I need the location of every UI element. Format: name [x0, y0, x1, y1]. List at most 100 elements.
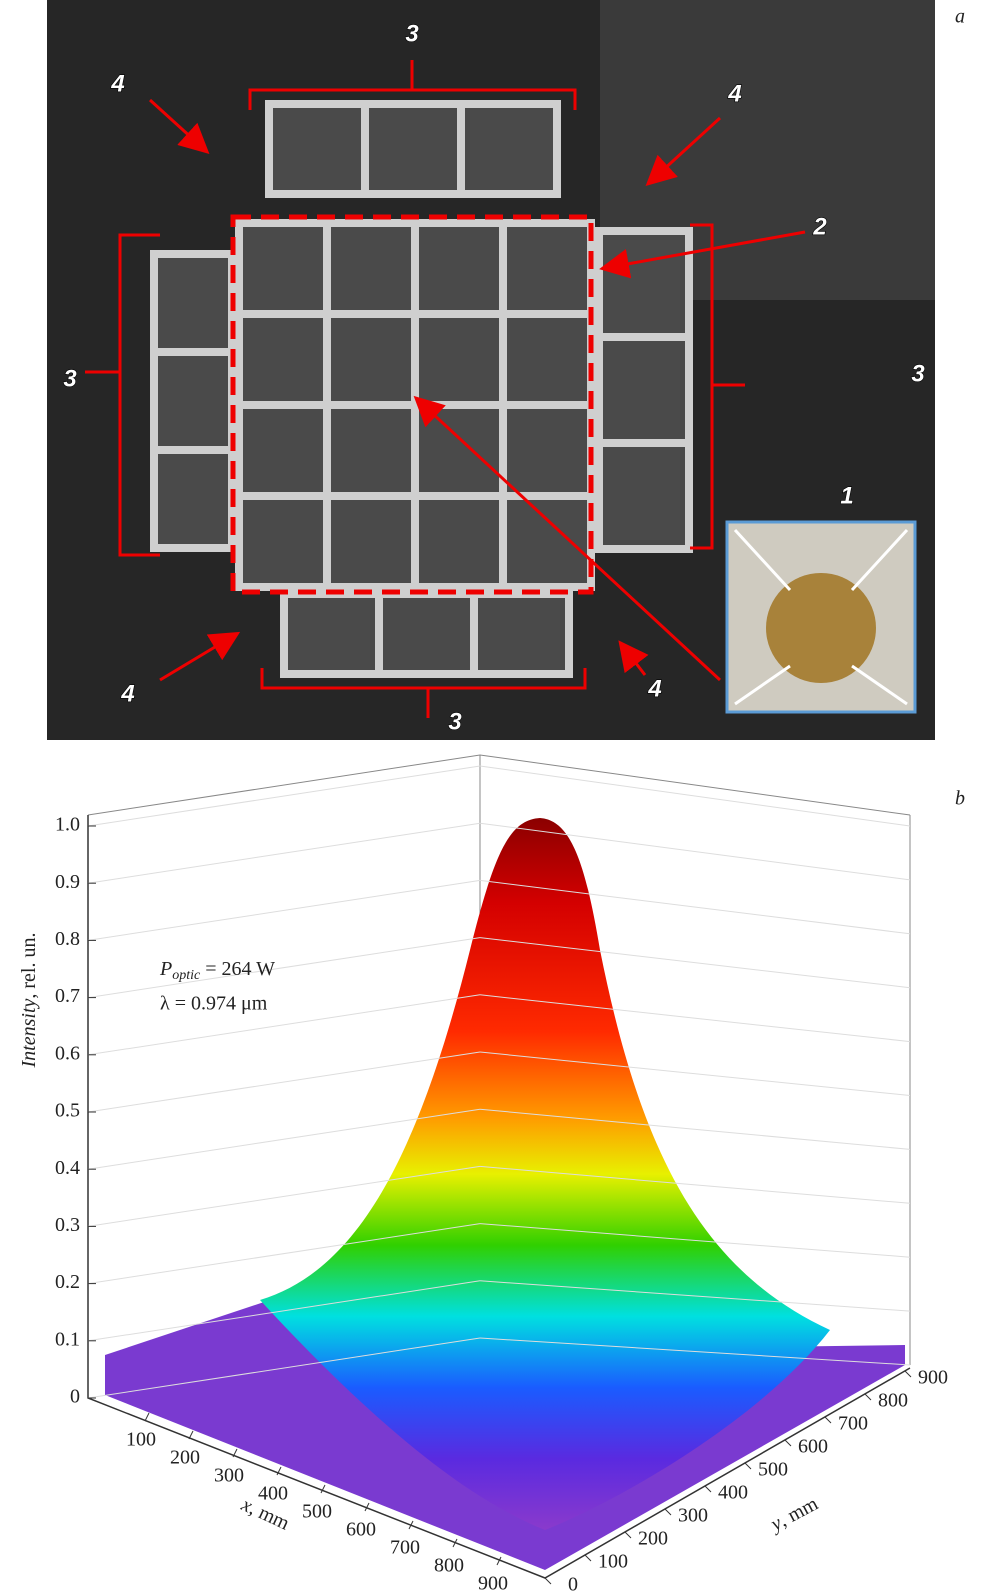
solar-cell	[331, 227, 411, 310]
tick-mark	[825, 1417, 831, 1423]
solar-cell	[419, 227, 499, 310]
power-value: = 264 W	[200, 958, 275, 980]
y-axis-title: y, mm	[765, 1492, 822, 1536]
x-tick-label: 200	[170, 1447, 200, 1469]
z-title-unit: , rel. un.	[18, 933, 40, 999]
panel-letter: a	[955, 6, 965, 28]
tick-mark	[145, 1413, 149, 1421]
solar-cell	[158, 454, 228, 544]
solar-cell	[243, 318, 323, 401]
y-tick-label: 400	[718, 1482, 748, 1504]
callout: 3	[405, 20, 419, 47]
tick-mark	[545, 1578, 551, 1584]
solar-cell	[243, 500, 323, 583]
solar-cell	[158, 258, 228, 348]
z-tick-label: 0.5	[55, 1100, 80, 1122]
z-tick-label: 0.1	[55, 1328, 80, 1350]
grid-line	[88, 1052, 480, 1112]
x-tick-label: 700	[390, 1537, 420, 1559]
callout: 3	[63, 365, 77, 392]
tick-mark	[785, 1440, 791, 1446]
solar-cell	[507, 227, 587, 310]
solar-cell	[507, 318, 587, 401]
solar-cell	[369, 108, 457, 190]
callout: 2	[812, 213, 827, 240]
solar-cell	[243, 227, 323, 310]
annotation-wavelength: λ = 0.974 μm	[160, 993, 268, 1015]
grid-line	[88, 995, 480, 1055]
solar-cell	[331, 409, 411, 492]
power-subscript: optic	[172, 968, 201, 983]
tick-mark	[665, 1509, 671, 1515]
callout: 4	[647, 675, 661, 702]
y-tick-label: 800	[878, 1390, 908, 1412]
x-tick-label: 500	[302, 1501, 332, 1523]
solar-cell	[273, 108, 361, 190]
annotation-power: Poptic = 264 W	[159, 958, 275, 984]
z-axis-title: Intensity, rel. un.	[18, 933, 40, 1069]
power-symbol: P	[159, 958, 172, 980]
x-tick-label: 800	[434, 1555, 464, 1577]
y-tick-label: 100	[598, 1551, 628, 1573]
callout: 4	[727, 80, 741, 107]
z-tick-label: 0.9	[55, 871, 80, 893]
solar-cell	[478, 598, 565, 670]
panel-letter: b	[955, 788, 965, 810]
solar-cell	[331, 500, 411, 583]
z-tick-label: 0.6	[55, 1042, 80, 1064]
panel-b-plot: 1.0 b 0 0.1 0.2 0.3 0.4 0.5 0.6 0.7 0.8 0.9 Intensi…	[18, 755, 965, 1594]
solar-cell	[419, 409, 499, 492]
z-title-name: Intensity	[18, 998, 40, 1068]
z-tick-label: 0	[70, 1386, 80, 1408]
y-tick-label: 0	[568, 1574, 578, 1594]
solar-cell	[507, 500, 587, 583]
z-tick-label: 0.7	[55, 985, 80, 1007]
tick-mark	[705, 1486, 711, 1492]
y-tick-label: 900	[918, 1367, 948, 1389]
solar-cell	[603, 235, 685, 333]
solar-cell	[507, 409, 587, 492]
solar-cell	[603, 341, 685, 439]
grid-line	[88, 766, 480, 826]
y-tick-label: 200	[638, 1528, 668, 1550]
solar-cell	[419, 500, 499, 583]
solar-cell	[465, 108, 553, 190]
y-tick-label: 700	[838, 1413, 868, 1435]
tick-mark	[905, 1371, 911, 1377]
tick-mark	[585, 1555, 591, 1561]
z-tick-label: 0.3	[55, 1214, 80, 1236]
y-tick-label: 300	[678, 1505, 708, 1527]
callout: 4	[120, 680, 134, 707]
grid-line	[480, 766, 910, 826]
tick-mark	[745, 1463, 751, 1469]
z-tick-label: 0.4	[55, 1157, 80, 1179]
solar-cell	[243, 409, 323, 492]
solar-cell	[158, 356, 228, 446]
x-tick-label: 900	[478, 1573, 508, 1594]
solar-cell	[331, 318, 411, 401]
tick-mark	[625, 1532, 631, 1538]
figure: a 3 4 4 2 3 3 1 4 4 3 1.0 b 0 0.1 0.2 0.3 0.4 0.5 0.6 0.7 0…	[0, 0, 983, 1594]
x-tick-label: 300	[214, 1465, 244, 1487]
callout: 3	[911, 360, 925, 387]
y-tick-label: 600	[798, 1436, 828, 1458]
y-tick-label: 500	[758, 1459, 788, 1481]
panel-a-photo	[47, 0, 935, 740]
tick-mark	[865, 1394, 871, 1400]
grid-line	[88, 938, 480, 998]
z-tick-label: 0.8	[55, 928, 80, 950]
solar-cell	[288, 598, 375, 670]
solar-cell	[603, 447, 685, 545]
z-tick-label: 1.0	[55, 814, 80, 836]
z-tick-label: 0.2	[55, 1271, 80, 1293]
grid-line	[88, 823, 480, 883]
callout: 1	[840, 482, 853, 509]
callout: 3	[448, 708, 462, 735]
solar-cell	[383, 598, 470, 670]
y-title-unit: , mm	[775, 1492, 822, 1531]
grid-line	[88, 880, 480, 940]
callout: 4	[110, 70, 124, 97]
solar-cell	[419, 318, 499, 401]
x-tick-label: 100	[126, 1429, 156, 1451]
x-tick-label: 600	[346, 1519, 376, 1541]
